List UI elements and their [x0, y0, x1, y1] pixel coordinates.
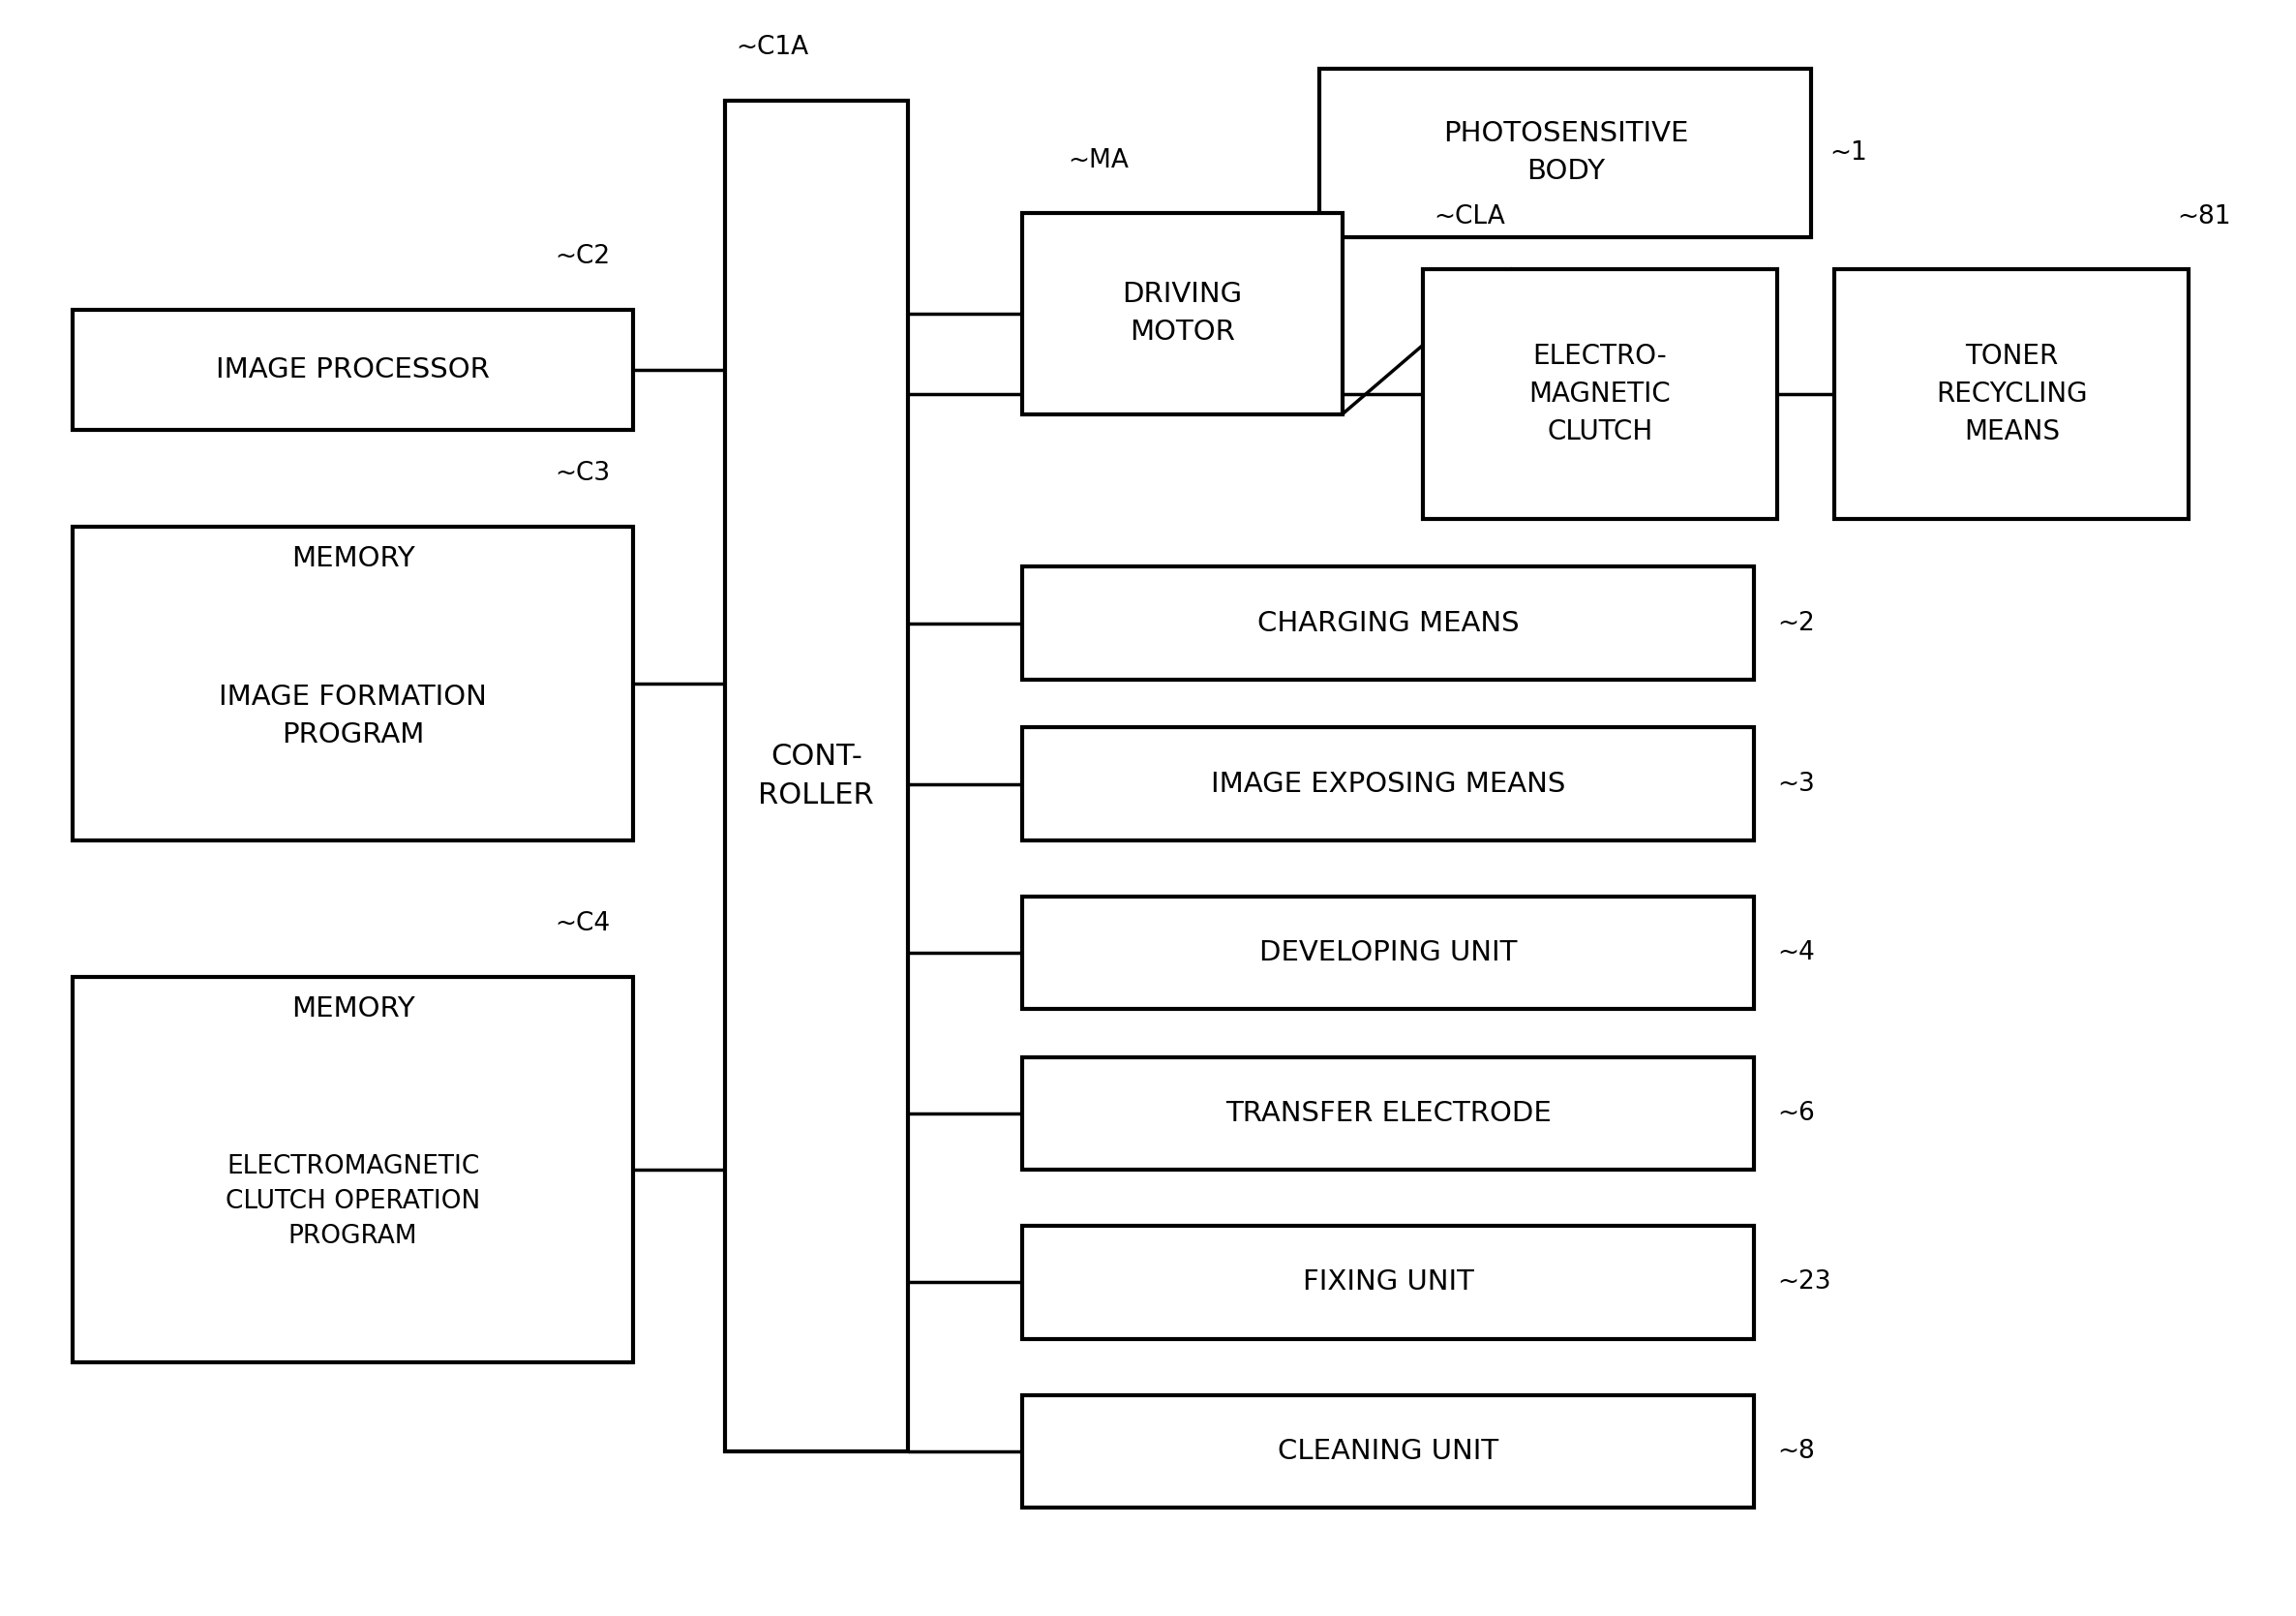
Text: ~C3: ~C3: [556, 461, 611, 486]
Bar: [1022, 897, 1754, 1008]
Text: CHARGING MEANS: CHARGING MEANS: [1258, 609, 1520, 637]
Text: CLEANING UNIT: CLEANING UNIT: [1279, 1438, 1499, 1464]
Text: ~8: ~8: [1777, 1438, 1814, 1464]
Bar: [1022, 1057, 1754, 1170]
Bar: [1022, 1227, 1754, 1338]
Bar: [726, 100, 907, 1451]
Text: DEVELOPING UNIT: DEVELOPING UNIT: [1258, 939, 1518, 966]
Text: PHOTOSENSITIVE
BODY: PHOTOSENSITIVE BODY: [1442, 120, 1688, 186]
Bar: [1022, 727, 1754, 840]
Bar: [1320, 68, 1812, 238]
Text: ~2: ~2: [1777, 611, 1814, 635]
Bar: [1424, 270, 1777, 519]
Text: ~81: ~81: [2177, 204, 2232, 229]
Bar: [73, 527, 634, 840]
Bar: [73, 310, 634, 430]
Text: ~C2: ~C2: [556, 244, 611, 270]
Text: IMAGE EXPOSING MEANS: IMAGE EXPOSING MEANS: [1210, 771, 1566, 797]
Text: ELECTRO-
MAGNETIC
CLUTCH: ELECTRO- MAGNETIC CLUTCH: [1529, 343, 1671, 446]
Text: ELECTROMAGNETIC
CLUTCH OPERATION
PROGRAM: ELECTROMAGNETIC CLUTCH OPERATION PROGRAM: [225, 1154, 480, 1249]
Bar: [1835, 270, 2188, 519]
Text: ~23: ~23: [1777, 1270, 1830, 1294]
Text: ~CLA: ~CLA: [1435, 204, 1506, 229]
Text: TONER
RECYCLING
MEANS: TONER RECYCLING MEANS: [1936, 343, 2087, 446]
Text: ~1: ~1: [1830, 141, 1867, 165]
Text: FIXING UNIT: FIXING UNIT: [1302, 1269, 1474, 1296]
Text: ~C4: ~C4: [556, 911, 611, 937]
Text: ~MA: ~MA: [1068, 147, 1130, 173]
Bar: [1022, 213, 1343, 414]
Text: MEMORY: MEMORY: [292, 545, 416, 572]
Text: ~4: ~4: [1777, 941, 1814, 965]
Text: DRIVING
MOTOR: DRIVING MOTOR: [1123, 281, 1242, 346]
Text: IMAGE PROCESSOR: IMAGE PROCESSOR: [216, 356, 489, 383]
Text: CONT-
ROLLER: CONT- ROLLER: [758, 742, 875, 810]
Text: TRANSFER ELECTRODE: TRANSFER ELECTRODE: [1226, 1100, 1552, 1126]
Bar: [73, 976, 634, 1362]
Text: ~3: ~3: [1777, 771, 1814, 797]
Text: ~C1A: ~C1A: [737, 36, 808, 60]
Text: ~6: ~6: [1777, 1100, 1814, 1126]
Text: MEMORY: MEMORY: [292, 995, 416, 1023]
Bar: [1022, 1395, 1754, 1508]
Bar: [1022, 567, 1754, 679]
Text: IMAGE FORMATION
PROGRAM: IMAGE FORMATION PROGRAM: [218, 684, 487, 748]
